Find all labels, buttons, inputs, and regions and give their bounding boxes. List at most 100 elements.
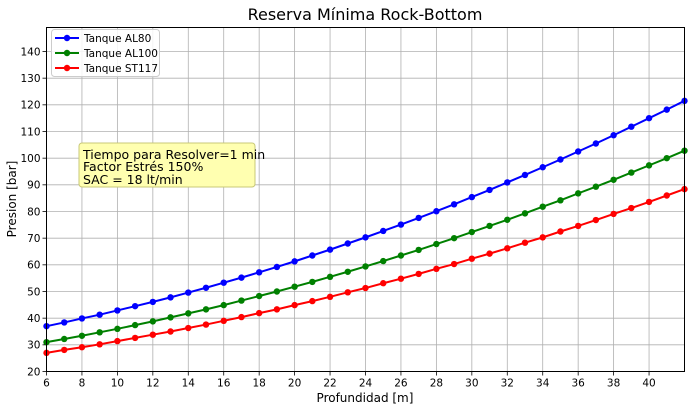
data-point [380,257,387,265]
data-point [344,240,351,247]
data-point [610,210,617,218]
legend-swatch-marker [63,64,71,72]
data-point [309,252,316,259]
data-point [149,298,157,306]
data-point [167,314,174,321]
data-point [202,306,210,313]
data-point [291,283,298,290]
data-point [202,284,210,291]
series-3 [43,185,688,357]
data-point [149,331,157,338]
data-point [397,221,405,228]
data-point [415,270,422,278]
data-point [663,192,670,199]
data-point [450,201,458,208]
x-axis-ticks: 6 8 10 12 14 16 18 20 22 24 26 28 30 32 34 36 38 40 [43,371,656,390]
data-point [663,154,670,162]
data-point [61,346,68,354]
data-point [557,156,564,163]
data-point [592,216,600,224]
data-point [96,311,103,318]
data-point [61,319,68,326]
annotation-line: SAC = 18 lt/min [83,172,183,187]
legend-swatch-marker [63,49,71,57]
data-point [468,228,476,236]
data-point [344,289,351,296]
data-point [185,289,192,296]
data-point [504,179,511,186]
x-tick-label: 8 [79,378,86,390]
y-tick-label: 140 [20,46,40,58]
x-tick-label: 16 [217,378,231,390]
data-point [167,294,174,301]
data-point [610,176,617,183]
legend-entry: Tanque ST117 [83,63,158,75]
data-point [202,321,210,328]
y-tick-label: 70 [27,233,40,245]
data-point [433,240,440,248]
data-point [504,216,511,223]
data-point [273,288,281,295]
data-point [521,171,529,179]
data-point [291,258,298,265]
x-tick-label: 24 [359,378,373,390]
x-tick-label: 26 [394,378,408,390]
data-point [309,297,316,305]
data-point [238,313,245,321]
grid [46,27,685,372]
data-point [344,268,351,275]
data-point [238,274,245,281]
x-tick-label: 6 [43,378,50,390]
data-point [486,222,493,230]
data-point [504,245,511,252]
data-point [291,301,298,309]
data-point [574,148,582,155]
plot-frame [46,27,685,372]
y-tick-label: 110 [20,126,40,138]
data-point [185,310,192,317]
y-tick-label: 90 [27,180,40,192]
data-point [574,190,582,197]
data-point [114,307,121,314]
data-point [415,246,422,254]
data-point [539,203,546,210]
annotation-line: Factor Estrés 150% [83,159,203,174]
data-point [220,317,227,325]
data-point [574,222,582,230]
data-point [326,293,334,301]
data-point [557,228,564,235]
data-point [628,169,635,176]
data-point [114,337,121,345]
data-point [167,328,174,335]
y-tick-label: 100 [20,153,40,165]
x-tick-label: 28 [430,378,443,390]
data-point [415,214,422,222]
data-point [539,164,546,171]
annotation-background [78,142,256,188]
data-point [468,255,476,262]
data-point [61,335,68,343]
y-tick-label: 40 [27,313,40,325]
data-point [645,114,653,122]
x-tick-label: 38 [607,378,620,390]
annotation-line: Tiempo para Resolver=1 min [82,147,265,162]
x-tick-label: 30 [465,378,478,390]
y-tick-label: 120 [20,100,40,112]
data-point [78,315,86,322]
x-tick-label: 20 [288,378,301,390]
data-point [131,321,139,329]
data-point [521,210,529,217]
data-point [663,106,670,113]
data-point [645,162,653,169]
data-point [131,334,139,342]
data-point [468,193,476,201]
data-point [397,252,405,259]
chart-title: Reserva Mínima Rock-Bottom [248,5,483,24]
legend: Tanque AL80 Tanque AL100 Tanque ST117 [51,29,160,77]
data-point [592,140,600,147]
x-tick-label: 40 [642,378,655,390]
data-point [362,284,369,292]
data-point [521,239,529,246]
data-point [273,263,281,271]
x-tick-label: 10 [111,378,124,390]
